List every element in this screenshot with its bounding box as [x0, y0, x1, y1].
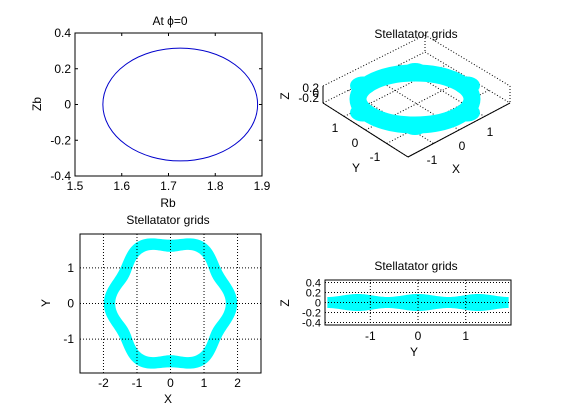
y-tick-label: 1 — [67, 261, 74, 275]
cross-section-title: At ϕ=0 — [152, 14, 187, 28]
top-view-xlabel: X — [164, 392, 172, 406]
ring-3d-bump — [402, 117, 428, 135]
ring-3d-bump — [350, 76, 377, 95]
y-tick-label: 0.4 — [54, 26, 71, 40]
top-view-ylabel: Y — [39, 299, 53, 307]
side-view-x-ticks: -1 0 1 — [365, 329, 469, 343]
grid-3d-axis-x — [407, 102, 511, 158]
y-tick-label: -0.4 — [50, 169, 71, 183]
z-tick-label: 0.2 — [302, 81, 319, 95]
grid-3d-ring — [349, 63, 481, 135]
x-tick-label: 1.8 — [207, 179, 224, 193]
ring-3d-bumps — [350, 63, 480, 135]
y-tick-label: -0.2 — [302, 308, 321, 320]
cross-section-axes-box — [74, 32, 263, 177]
ring-3d-bump — [453, 76, 480, 95]
x-tick-label: -1 — [132, 376, 143, 390]
x-tick-label: 2 — [234, 376, 241, 390]
grid-3d-ylabel: Y — [352, 161, 360, 175]
x-tick-label: 1.7 — [160, 179, 177, 193]
y-tick-label: -0.4 — [302, 318, 321, 330]
cross-section-x-ticks: 1.5 1.6 1.7 1.8 1.9 — [67, 33, 271, 193]
y-tick-label: 0 — [352, 136, 359, 150]
ring-3d-bump — [453, 103, 480, 122]
x-tick-label: -1 — [427, 153, 438, 167]
y-tick-label: 0 — [67, 297, 74, 311]
ring-3d-bump — [402, 63, 428, 81]
cross-section-y-ticks: 0.4 0.2 0 -0.2 -0.4 — [50, 26, 262, 183]
grid-3d-xlabel: X — [452, 162, 460, 176]
panel-top-view: Stellatator grids -2 -1 0 1 2 1 0 -1 X Y — [39, 213, 262, 406]
x-tick-label: 1.9 — [254, 179, 271, 193]
grid-3d-x-ticks: -1 0 1 — [427, 125, 494, 167]
side-view-ylabel: Z — [278, 299, 292, 306]
side-view-y-ticks: 0.40.20-0.2-0.4 — [302, 278, 321, 330]
x-tick-label: 1.5 — [67, 179, 84, 193]
y-tick-label: 1 — [332, 121, 339, 135]
y-tick-label: 0 — [315, 298, 321, 310]
grid-3d-back-line — [322, 34, 426, 87]
grid-3d-axis-y — [322, 102, 409, 158]
boundary-curve — [102, 47, 259, 162]
grid-3d-floor-line — [365, 77, 468, 131]
top-view-gridlines — [80, 234, 261, 373]
x-tick-label: 0 — [459, 139, 466, 153]
panel-3d-view: Stellatator grids 0.2 0 -0.2 Z 1 0 -1 Y … — [278, 27, 511, 176]
y-tick-label: -0.2 — [50, 133, 71, 147]
grid-3d-zlabel: Z — [278, 92, 292, 99]
z-tick-label: -0.2 — [298, 91, 319, 105]
x-tick-label: -1 — [365, 329, 376, 343]
x-tick-label: 1 — [201, 376, 208, 390]
y-tick-label: 0.2 — [306, 288, 321, 300]
side-view-xlabel: Y — [410, 345, 418, 359]
panel-side-view: Stellatator grids -1 0 1 0.40.20-0.2-0.4 Y… — [278, 259, 512, 359]
x-tick-label: 0 — [415, 329, 422, 343]
grid-3d-y-ticks: 1 0 -1 — [332, 121, 381, 164]
cross-section-ylabel: Zb — [30, 97, 44, 111]
y-tick-label: -1 — [63, 332, 74, 346]
top-view-x-ticks: -2 -1 0 1 2 — [98, 376, 241, 390]
grid-3d-title: Stellatator grids — [374, 27, 457, 41]
x-tick-label: 1.6 — [113, 179, 130, 193]
x-tick-label: 1 — [462, 329, 469, 343]
x-tick-label: 1 — [487, 125, 494, 139]
y-tick-label: -1 — [370, 150, 381, 164]
x-tick-label: -2 — [98, 376, 109, 390]
side-view-title: Stellatator grids — [374, 259, 457, 273]
panel-cross-section: At ϕ=0 1.5 1.6 1.7 1.8 1.9 0.4 0.2 0 -0.2 -0.4 R… — [30, 14, 271, 210]
z-tick-label: 0 — [312, 86, 319, 100]
side-view-gridlines — [325, 280, 511, 325]
y-tick-label: 0 — [64, 98, 71, 112]
top-view-y-ticks: 1 0 -1 — [63, 261, 74, 346]
grid-3d-z-ticks: 0.2 0 -0.2 — [298, 81, 319, 105]
grid-3d-axes — [322, 86, 511, 158]
x-tick-label: 0 — [167, 376, 174, 390]
top-view-title: Stellatator grids — [126, 213, 209, 227]
cross-section-xlabel: Rb — [160, 196, 176, 210]
y-tick-label: 0.2 — [54, 62, 71, 76]
ring-3d-bump — [350, 103, 377, 122]
y-tick-label: 0.4 — [306, 278, 321, 290]
